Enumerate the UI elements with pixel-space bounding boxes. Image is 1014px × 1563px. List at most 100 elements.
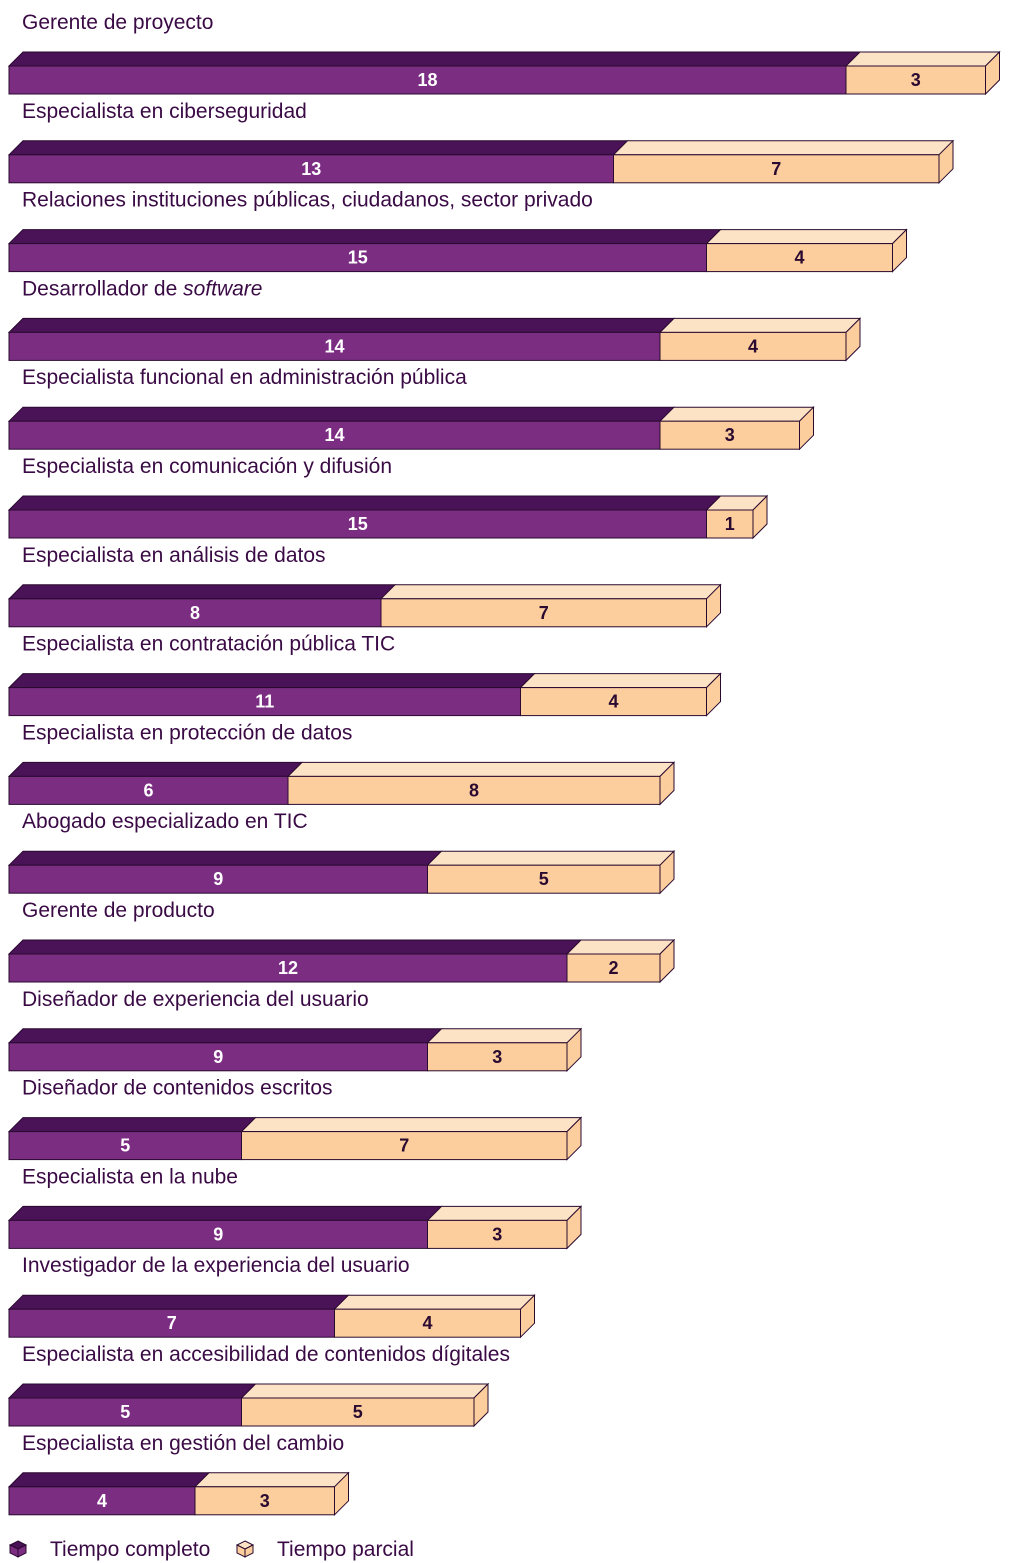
bar-side-face [706,583,721,629]
bar-row: Diseñador de contenidos escritos 5 7 [7,1077,583,1161]
bar-full-time [8,331,661,361]
value-label-full-time: 5 [120,1402,130,1422]
bar-top-part-time [379,584,722,600]
bar-top-part-time [240,1383,490,1399]
bar-row: Gerente de proyecto 18 3 [7,11,1001,96]
bar-row: Especialista en ciberseguridad 13 7 [7,100,955,185]
bar-top-part-time [240,1117,583,1133]
category-label: Especialista en contratación pública TIC [22,633,395,656]
bar-side-face [938,139,954,185]
bar-top-full-time [7,229,722,245]
bar-side-face [520,1293,535,1339]
value-label-part-time: 1 [725,514,735,534]
bar-part-time [241,1131,568,1161]
bar-top-full-time [7,495,722,511]
bar-full-time [8,420,661,450]
bar-side-face [659,938,675,984]
value-label-full-time: 4 [97,1491,107,1511]
value-label-full-time: 12 [278,958,298,978]
bar-top-part-time [565,939,676,955]
bar-part-time [659,420,800,450]
cube-icon-part-time [235,1540,255,1558]
bar-top-full-time [7,1383,257,1399]
legend-item-full-time: Tiempo completo [8,1538,210,1561]
bar-row: Desarrollador de software 14 4 [7,277,862,362]
category-label: Investigador de la experiencia del usuar… [22,1254,410,1277]
bar-side-face [752,494,768,540]
bar-part-time [380,598,707,628]
category-label: Gerente de producto [22,899,215,922]
category-label: Desarrollador de software [22,277,262,300]
bar-part-time [706,509,754,539]
bar-part-time [659,331,847,361]
bar-side-face [892,228,907,273]
bar-top-full-time [7,406,676,422]
legend: Tiempo completo Tiempo parcial [8,1538,414,1561]
bar-top-part-time [193,1472,350,1488]
bar-row: Especialista en protección de datos 6 8 [7,721,676,806]
value-label-part-time: 5 [353,1402,363,1422]
bar-full-time [8,509,707,539]
bar-full-time [8,243,707,273]
bar-side-face [566,1205,582,1250]
bar-top-part-time [286,761,676,777]
bar-side-face [334,1471,349,1517]
value-label-part-time: 4 [608,692,618,712]
bar-full-time [8,65,847,95]
bar-full-time [8,864,428,894]
bar-top-part-time [705,229,908,245]
bar-full-time [8,1219,428,1249]
bar-top-part-time [426,850,676,866]
category-label: Diseñador de contenidos escritos [22,1077,333,1100]
bar-top-full-time [7,1205,443,1221]
category-label: Especialista en comunicación y difusión [22,455,392,478]
value-label-part-time: 3 [911,70,921,90]
value-label-full-time: 8 [190,603,200,623]
value-label-full-time: 5 [120,1136,130,1156]
value-label-part-time: 4 [748,336,758,356]
bar-side-face [659,761,675,806]
value-label-full-time: 15 [348,248,368,268]
bar-side-face [845,317,861,362]
bar-part-time [194,1486,335,1516]
bar-part-time [613,154,940,184]
bar-side-face [566,1027,582,1073]
bar-top-part-time [426,1028,583,1044]
value-label-part-time: 3 [725,425,735,445]
legend-item-part-time: Tiempo parcial [235,1538,414,1561]
bar-row: Especialista en contratación pública TIC… [7,633,722,717]
bar-part-time [845,65,986,95]
bar-row: Relaciones instituciones públicas, ciuda… [7,189,908,273]
bar-row: Especialista en gestión del cambio 4 3 [7,1432,350,1517]
bar-top-full-time [7,1294,350,1310]
value-label-part-time: 8 [469,780,479,800]
bar-part-time [566,953,661,983]
bar-row: Especialista en accesibilidad de conteni… [7,1343,510,1428]
bar-part-time [427,1219,568,1249]
bar-full-time [8,1397,242,1427]
bar-top-part-time [519,673,722,689]
value-label-full-time: 13 [301,159,321,179]
bar-top-part-time [612,140,955,156]
bar-top-full-time [7,1028,443,1044]
value-label-full-time: 11 [255,692,274,712]
bar-part-time [427,864,661,894]
bar-side-face [659,849,675,895]
bar-part-time [520,687,707,717]
bar-top-part-time [658,317,862,333]
value-label-part-time: 3 [492,1047,502,1067]
bar-top-full-time [7,673,536,689]
value-label-part-time: 7 [539,603,549,623]
category-label: Especialista en la nube [22,1165,238,1188]
value-label-full-time: 9 [213,1224,223,1244]
category-label: Especialista en ciberseguridad [22,100,307,123]
legend-label-part-time: Tiempo parcial [277,1538,414,1561]
bar-top-full-time [7,51,862,67]
value-label-full-time: 15 [348,514,368,534]
category-label: Especialista funcional en administración… [22,366,467,389]
value-label-part-time: 3 [260,1491,270,1511]
bar-top-full-time [7,850,443,866]
bar-top-full-time [7,761,304,777]
